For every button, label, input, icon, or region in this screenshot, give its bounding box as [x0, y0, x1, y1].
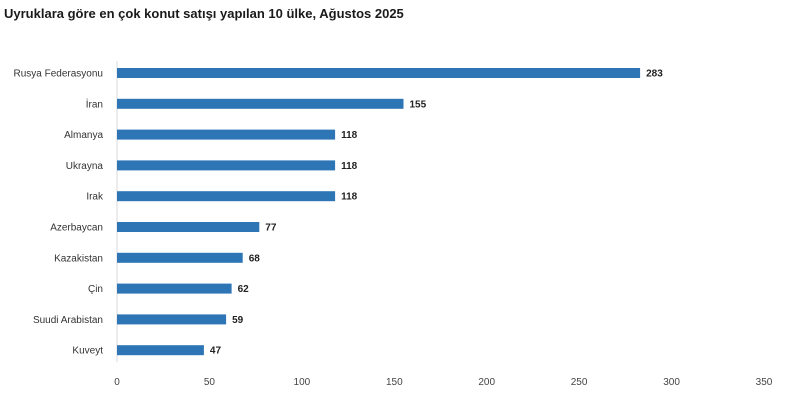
chart-title: Uyruklara göre en çok konut satışı yapıl… — [4, 6, 404, 21]
value-label-5: 77 — [265, 223, 277, 234]
category-label-5: Azerbaycan — [50, 223, 103, 234]
x-tick-label-6: 300 — [663, 377, 680, 388]
x-axis-tick-labels: 0 50 100 150 200 250 300 350 — [114, 377, 773, 388]
x-tick-label-7: 350 — [756, 377, 773, 388]
value-label-9: 47 — [210, 346, 222, 357]
bar-6 — [117, 252, 243, 263]
category-label-2: Almanya — [64, 130, 103, 141]
category-labels: Rusya Federasyonu İran Almanya Ukrayna Irak A… — [14, 69, 104, 357]
bar-5 — [117, 222, 260, 232]
bar-3 — [117, 160, 336, 171]
category-label-0: Rusya Federasyonu — [14, 69, 104, 80]
category-label-4: Irak — [86, 192, 104, 203]
category-label-3: Ukrayna — [66, 161, 104, 172]
category-label-8: Suudi Arabistan — [33, 315, 103, 326]
value-labels: 283 155 118 118 118 77 68 62 59 47 — [210, 69, 663, 357]
value-label-6: 68 — [249, 253, 261, 264]
category-label-7: Çin — [88, 284, 103, 295]
bar-4 — [117, 191, 336, 202]
x-tick-label-1: 50 — [204, 377, 216, 388]
bar-9 — [117, 345, 204, 356]
x-tick-label-5: 250 — [571, 377, 588, 388]
bar-7 — [117, 283, 232, 294]
value-label-0: 283 — [646, 69, 663, 80]
category-label-6: Kazakistan — [54, 253, 103, 264]
value-label-7: 62 — [238, 284, 250, 295]
bars-group — [117, 68, 641, 356]
value-label-4: 118 — [341, 192, 358, 203]
category-label-1: İran — [86, 97, 103, 110]
value-label-1: 155 — [410, 99, 427, 110]
value-label-8: 59 — [232, 315, 244, 326]
value-label-3: 118 — [341, 161, 358, 172]
bar-0 — [117, 68, 641, 78]
bar-2 — [117, 129, 336, 140]
x-tick-label-4: 200 — [478, 377, 495, 388]
x-tick-label-3: 150 — [386, 377, 403, 388]
value-label-2: 118 — [341, 130, 358, 141]
category-label-9: Kuveyt — [72, 346, 103, 357]
x-tick-label-2: 100 — [294, 377, 311, 388]
bar-1 — [117, 98, 404, 109]
bar-8 — [117, 314, 227, 325]
x-tick-label-0: 0 — [114, 377, 120, 388]
